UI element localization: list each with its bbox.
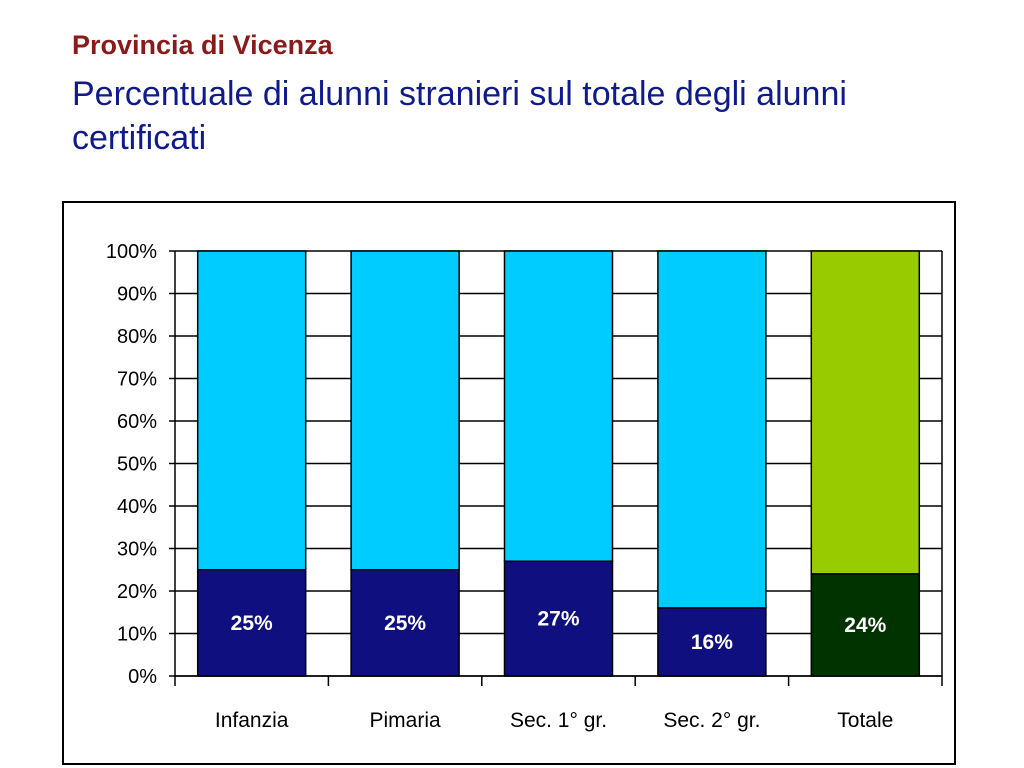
bar-segment-rest bbox=[196, 250, 307, 571]
bar-segment-foreign bbox=[503, 560, 614, 677]
bar-segment-rest bbox=[810, 250, 921, 575]
y-tick-label: 40% bbox=[117, 496, 157, 518]
y-tick-label: 30% bbox=[117, 539, 157, 561]
bar-segment-rest bbox=[657, 250, 767, 609]
page-title: Provincia di Vicenza bbox=[72, 30, 333, 60]
y-tick-label: 20% bbox=[117, 581, 157, 603]
bar-segment-foreign bbox=[350, 569, 460, 677]
bar-segment-rest bbox=[503, 250, 614, 562]
data-label: 25% bbox=[231, 612, 273, 635]
y-tick-label: 60% bbox=[117, 411, 157, 433]
bar-segment-foreign bbox=[810, 573, 921, 677]
y-tick-label: 90% bbox=[117, 284, 157, 306]
chart-container: 0% 10% 20% 30% 40% 50% 60% 70% 80% 90% 100% 25% Infa… bbox=[62, 201, 956, 765]
x-category-label: Infanzia bbox=[215, 709, 289, 732]
data-label: 25% bbox=[384, 612, 426, 635]
y-tick-label: 10% bbox=[117, 624, 157, 646]
y-tick-label: 50% bbox=[117, 454, 157, 476]
x-category-label: Sec. 2° gr. bbox=[663, 709, 760, 732]
y-tick-label: 80% bbox=[117, 326, 157, 348]
bar-segment-foreign bbox=[657, 607, 767, 677]
bar-segment-foreign bbox=[196, 569, 307, 677]
data-label: 27% bbox=[537, 608, 579, 631]
page-subtitle: Percentuale di alunni stranieri sul tota… bbox=[72, 75, 847, 157]
y-tick-label: 0% bbox=[128, 666, 157, 688]
bar-chart: 0% 10% 20% 30% 40% 50% 60% 70% 80% 90% 100% 25% Infa… bbox=[106, 241, 943, 732]
x-category-label: Totale bbox=[837, 709, 893, 732]
y-tick-label: 70% bbox=[117, 369, 157, 391]
bar-segment-rest bbox=[350, 250, 460, 571]
x-category-label: Pimaria bbox=[370, 709, 442, 732]
data-label: 16% bbox=[691, 631, 733, 654]
y-tick-label: 100% bbox=[106, 241, 157, 263]
data-label: 24% bbox=[844, 614, 886, 637]
x-category-label: Sec. 1° gr. bbox=[510, 709, 607, 732]
